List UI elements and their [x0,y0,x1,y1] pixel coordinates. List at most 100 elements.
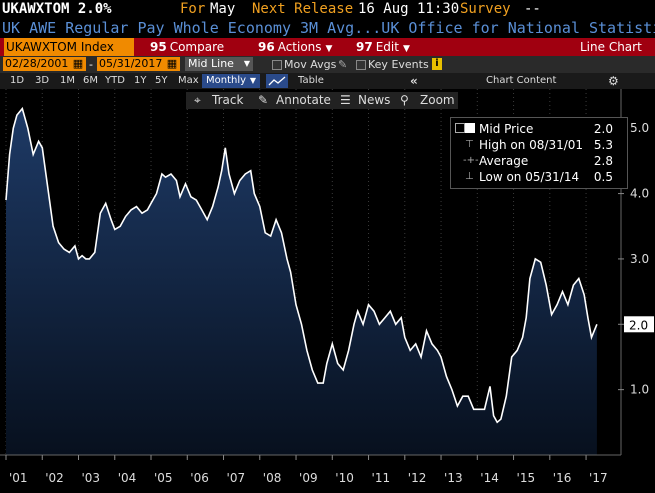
news-icon[interactable]: ☰ [340,93,351,107]
period-5y[interactable]: 5Y [155,75,168,86]
gear-icon[interactable]: ⚙ [608,74,619,88]
date-dash: - [89,58,93,71]
legend-low-label: Low on 05/31/14 [479,170,580,184]
legend-average-label: Average [479,154,529,168]
mov-avgs-label: Mov Avgs [284,58,337,71]
start-date-field[interactable]: 02/28/2001 [3,57,71,71]
mov-avgs-checkbox[interactable] [272,60,282,70]
x-tick-label: '10 [335,471,354,485]
legend-swatch [465,123,475,133]
price-chart[interactable]: 1.0 2.0 3.0 4.0 5.0 '01 '02 '03 '04 '05 '06 '07 '08… [0,89,655,493]
pencil-icon[interactable]: ✎ [338,58,348,71]
y-tick-label: 5.0 [630,121,649,135]
zoom-button[interactable]: Zoom [420,93,455,107]
x-tick-label: '07 [227,471,246,485]
actions-button[interactable]: 96 Actions ▼ [258,38,332,56]
x-tick-label: '11 [372,471,391,485]
view-title: Line Chart [580,40,642,54]
chart-tools-bar: ⌖ Track ✎ Annotate ☰ News ⚲ Zoom [186,92,458,109]
line-chart-icon-svg [268,76,286,86]
x-tick-label: '06 [190,471,209,485]
pencil-icon[interactable]: ✎ [258,93,269,107]
compare-label: Compare [169,40,225,54]
x-tick-label: '13 [444,471,463,485]
period-3d[interactable]: 3D [35,75,50,86]
legend-row-high: ⊤ High on 08/31/01 5.3 [451,137,627,153]
calendar-icon[interactable]: ▦ [164,57,180,71]
ticker-value: UKAWXTOM 2.0% [2,1,112,17]
last-price-marker: 2.0 [624,316,654,333]
description-text: UK AWE Regular Pay Whole Economy 3M Avg.… [2,19,655,37]
function-toolbar: UKAWXTOM Index 95 Compare 96 Actions ▼ 97 Ed… [0,38,655,56]
survey-value: -- [524,1,541,17]
period-1d[interactable]: 1D [10,75,25,86]
x-tick-label: '16 [553,471,572,485]
collapse-icon[interactable]: « [410,74,418,88]
key-events-checkbox[interactable] [356,60,366,70]
chart-legend: Mid Price 2.0 ⊤ High on 08/31/01 5.3 -+-… [450,117,628,189]
low-marker-icon: ⊥ [465,171,474,182]
table-button[interactable]: Table [298,75,324,86]
crosshair-icon[interactable]: ⌖ [194,93,201,107]
legend-row-mid-price: Mid Price 2.0 [451,121,627,137]
price-line [5,106,598,424]
date-range-bar: 02/28/2001 ▦ - 05/31/2017 ▦ Mid Line ▼ Mo… [0,56,655,73]
security-description: UK AWE Regular Pay Whole Economy 3M Avg.… [0,19,655,38]
info-icon[interactable]: i [432,58,442,70]
chart-content-button[interactable]: Chart Content [486,75,557,86]
compare-num: 95 [150,40,167,54]
x-tick-label: '12 [408,471,427,485]
x-tick-label: '05 [154,471,173,485]
x-tick-label: '01 [9,471,28,485]
period-ytd[interactable]: YTD [105,75,125,86]
x-axis: '01 '02 '03 '04 '05 '06 '07 '08 '09 '10 '11 '12 '13 '… [0,454,621,485]
end-date-field[interactable]: 05/31/2017 [97,57,165,71]
x-tick-label: '03 [82,471,101,485]
x-tick-label: '02 [45,471,64,485]
legend-toggle[interactable] [455,123,465,133]
track-button[interactable]: Track [212,93,244,107]
frequency-value: Monthly [206,75,247,86]
legend-high-value: 5.3 [593,138,613,152]
chevron-down-icon: ▼ [402,44,410,54]
actions-num: 96 [258,40,275,54]
for-label: For [180,1,206,17]
legend-row-low: ⊥ Low on 05/31/14 0.5 [451,169,627,185]
annotate-button[interactable]: Annotate [276,93,331,107]
frequency-select[interactable]: Monthly ▼ [202,74,260,88]
chevron-down-icon: ▼ [325,44,333,54]
x-tick-label: '15 [517,471,536,485]
period-6m[interactable]: 6M [83,75,98,86]
legend-low-value: 0.5 [593,170,613,184]
legend-row-average: -+- Average 2.8 [451,153,627,169]
high-marker-icon: ⊤ [465,139,474,150]
compare-button[interactable]: 95 Compare [150,38,224,56]
zoom-icon[interactable]: ⚲ [400,93,409,107]
y-tick-label: 1.0 [630,383,649,397]
legend-mid-price-value: 2.0 [593,122,613,136]
ticker-field-text: UKAWXTOM Index [6,40,114,54]
period-bar: 1D 3D 1M 6M YTD 1Y 5Y Max Monthly ▼ Table… [0,73,655,89]
period-max[interactable]: Max [178,75,199,86]
average-marker-icon: -+- [463,155,479,166]
period-1y[interactable]: 1Y [134,75,147,86]
ticker-field[interactable]: UKAWXTOM Index [4,38,134,56]
news-button[interactable]: News [358,93,391,107]
period-1m[interactable]: 1M [60,75,75,86]
key-events-label: Key Events [368,58,429,71]
last-price-label: 2.0 [629,318,648,332]
next-release-label: Next Release [252,1,354,17]
for-value: May [210,1,236,17]
line-mode-select[interactable]: Mid Line ▼ [185,57,253,71]
x-tick-label: '04 [118,471,137,485]
chevron-down-icon: ▼ [243,59,250,68]
survey-label: Survey [460,1,511,17]
price-area [6,108,597,455]
legend-high-label: High on 08/31/01 [479,138,584,152]
edit-button[interactable]: 97 Edit ▼ [356,38,410,56]
y-tick-label: 4.0 [630,187,649,201]
line-mode-value: Mid Line [188,57,234,70]
calendar-icon[interactable]: ▦ [70,57,86,71]
y-tick-label: 3.0 [630,252,649,266]
line-chart-icon[interactable] [266,74,288,88]
